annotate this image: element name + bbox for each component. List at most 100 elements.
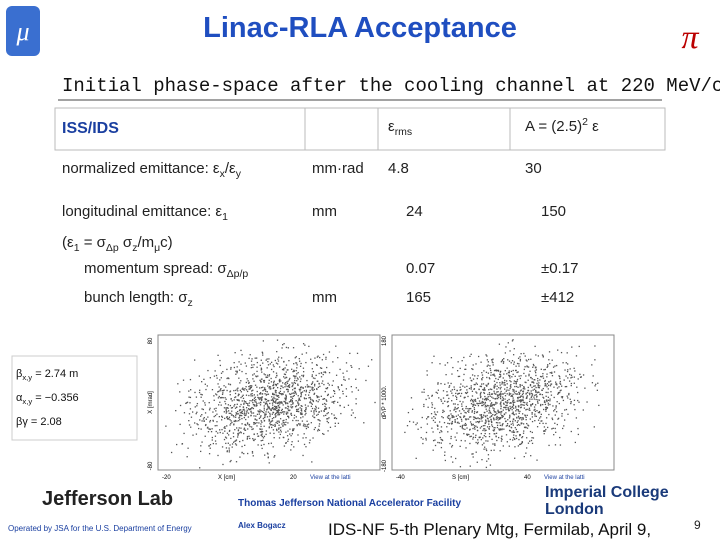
- scatter-dot: [436, 424, 439, 426]
- scatter-dot: [285, 395, 287, 397]
- scatter-dot: [204, 435, 206, 437]
- scatter-dot: [188, 413, 191, 415]
- scatter-dot: [302, 374, 305, 376]
- scatter-dot: [327, 393, 330, 396]
- scatter-dot: [243, 416, 245, 419]
- scatter-dot: [252, 401, 254, 404]
- scatter-dot: [495, 403, 497, 405]
- scatter-dot: [276, 411, 279, 414]
- scatter-dot: [490, 374, 492, 376]
- scatter-dot: [283, 376, 285, 378]
- scatter-dot: [534, 345, 536, 348]
- scatter-dot: [577, 399, 579, 402]
- scatter-dot: [238, 417, 240, 419]
- scatter-dot: [233, 424, 235, 426]
- scatter-dot: [458, 422, 460, 425]
- scatter-dot: [518, 412, 520, 414]
- scatter-dot: [559, 436, 561, 439]
- scatter-dot: [593, 426, 595, 428]
- text: momentum spread: σ: [84, 260, 227, 277]
- scatter-dot: [458, 410, 461, 412]
- scatter-dot: [221, 446, 224, 448]
- scatter-dot: [276, 407, 278, 409]
- scatter-dot: [276, 386, 279, 389]
- scatter-dot: [518, 392, 521, 394]
- scatter-dot: [512, 400, 514, 403]
- scatter-dot: [559, 380, 562, 383]
- scatter-dot: [549, 380, 552, 382]
- scatter-dot: [260, 378, 263, 380]
- scatter-dot: [256, 386, 258, 388]
- scatter-dot: [267, 405, 269, 407]
- scatter-dot: [473, 425, 476, 427]
- scatter-dot: [277, 358, 279, 360]
- scatter-dot: [263, 381, 265, 383]
- scatter-dot: [284, 397, 286, 399]
- scatter-dot: [215, 407, 217, 409]
- scatter-dot: [290, 396, 292, 398]
- scatter-dot: [492, 358, 494, 360]
- scatter-dot: [254, 422, 256, 424]
- scatter-dot: [357, 389, 360, 391]
- scatter-dot: [531, 403, 534, 406]
- scatter-dot: [536, 401, 539, 403]
- scatter-dot: [506, 402, 508, 404]
- scatter-dot: [257, 375, 259, 377]
- scatter-dot: [291, 389, 294, 391]
- scatter-dot: [505, 380, 508, 382]
- scatter-dot: [298, 398, 300, 401]
- scatter-dot: [278, 437, 281, 439]
- scatter-dot: [262, 411, 265, 414]
- scatter-dot: [259, 416, 262, 418]
- scatter-dot: [484, 446, 486, 448]
- scatter-dot: [554, 444, 557, 446]
- scatter-dot: [530, 392, 532, 394]
- scatter-dot: [263, 435, 266, 438]
- scatter-dot: [476, 377, 478, 380]
- scatter-dot: [505, 390, 507, 392]
- scatter-dot: [542, 377, 545, 379]
- scatter-dot: [573, 404, 575, 406]
- scatter-dot: [533, 364, 535, 367]
- scatter-dot: [340, 412, 342, 415]
- scatter-dot: [514, 385, 516, 388]
- scatter-dot: [305, 397, 307, 400]
- scatter-dot: [268, 418, 270, 421]
- scatter-dot: [266, 367, 268, 369]
- scatter-dot: [558, 402, 560, 405]
- scatter-dot: [495, 393, 497, 395]
- scatter-dot: [258, 402, 260, 404]
- scatter-dot: [526, 437, 528, 439]
- scatter-dot: [563, 419, 566, 421]
- scatter-dot: [252, 412, 255, 414]
- scatter-dot: [451, 416, 453, 418]
- scatter-dot: [438, 421, 441, 423]
- scatter-dot: [511, 360, 514, 362]
- scatter-dot: [274, 409, 277, 411]
- scatter-dot: [431, 362, 433, 364]
- scatter-dot: [241, 388, 243, 390]
- scatter-dot: [488, 426, 491, 428]
- scatter-dot: [299, 376, 301, 378]
- scatter-dot: [308, 391, 311, 394]
- scatter-dot: [488, 435, 491, 438]
- scatter-dot: [561, 396, 564, 398]
- scatter-dot: [550, 383, 552, 385]
- scatter-dot: [502, 399, 504, 401]
- scatter-dot: [284, 382, 287, 384]
- scatter-dot: [273, 393, 275, 396]
- scatter-dot: [540, 368, 542, 370]
- scatter-dot: [232, 436, 235, 438]
- scatter-dot: [479, 420, 481, 423]
- scatter-dot: [268, 427, 270, 429]
- scatter-dot: [204, 383, 206, 385]
- scatter-dot: [229, 429, 231, 432]
- value: 24: [406, 203, 423, 220]
- scatter-dot: [502, 415, 504, 418]
- scatter-dot: [476, 426, 478, 428]
- scatter-dot: [268, 387, 270, 389]
- scatter-dot: [491, 415, 493, 417]
- scatter-dot: [318, 419, 320, 421]
- scatter-dot: [291, 382, 293, 384]
- scatter-dot: [225, 410, 227, 412]
